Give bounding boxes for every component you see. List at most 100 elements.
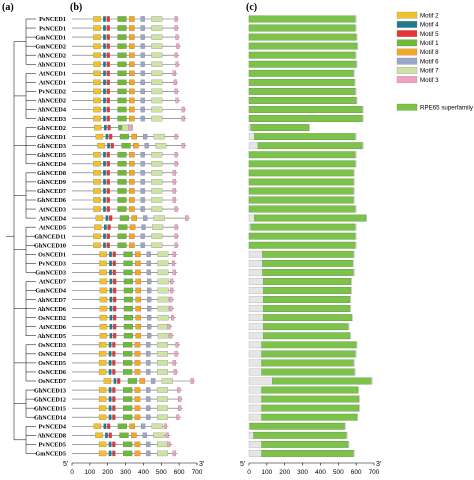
gene-label: PsNCED1 (39, 25, 66, 32)
motif-box (106, 152, 110, 158)
motif-box (108, 414, 112, 420)
rpe65-domain (248, 169, 354, 177)
motif-box (156, 450, 168, 457)
motif-box (117, 170, 127, 176)
motif-box (140, 61, 145, 67)
motif-box (93, 43, 101, 49)
motif-box (103, 378, 112, 384)
motif-box (129, 43, 135, 49)
motif-box (127, 378, 138, 384)
motif-box (129, 25, 135, 31)
motif-box (123, 314, 133, 321)
motif-box (143, 133, 148, 140)
motif-box (176, 43, 180, 49)
gene-label: AtNCED6 (39, 324, 66, 331)
motif-box (93, 97, 101, 104)
gene-label: AtNCED3 (39, 206, 66, 213)
motif-box (174, 133, 178, 140)
motif-box (109, 260, 112, 267)
motif-box (99, 296, 108, 303)
gene-label: OsNCED7 (38, 378, 66, 385)
panel-label-c: (c) (246, 2, 257, 13)
rpe65-domain (261, 413, 358, 421)
motif-box (129, 79, 135, 86)
motif-box (169, 305, 173, 312)
motif-box (157, 251, 169, 257)
motif-box (151, 115, 163, 122)
motif-box (99, 251, 107, 257)
gene-label: PsNCED1 (39, 16, 66, 23)
motif-box (165, 432, 169, 439)
motif-box (146, 441, 151, 448)
motif-box (190, 378, 194, 384)
motif-box (109, 133, 113, 140)
motif-box (103, 197, 106, 203)
gene-label: GhNCED7 (37, 188, 66, 195)
gene-label: GhNCED9 (37, 179, 66, 186)
motif-box (174, 25, 178, 31)
motif-box (131, 432, 137, 439)
rpe65-domain (261, 440, 349, 448)
gene-label: AhNCED7 (37, 297, 66, 304)
rpe65-domain (263, 296, 351, 303)
motif-box (117, 115, 127, 122)
motif-box (108, 396, 112, 402)
motif-box (151, 161, 163, 167)
motif-box (105, 432, 108, 439)
motif-box (185, 215, 189, 221)
motif-box (170, 287, 174, 294)
legend-swatch (396, 48, 418, 56)
motif-box (178, 396, 182, 402)
gene-label: AtNCED1 (39, 80, 66, 87)
motif-box (129, 206, 135, 212)
motif-box (140, 79, 145, 86)
legend-label: Motif 4 (420, 22, 439, 29)
motif-box (109, 314, 113, 321)
motif-box (174, 88, 178, 95)
motif-box (147, 296, 152, 303)
motif-box (123, 405, 133, 411)
motif-box (151, 43, 163, 49)
phylogenetic-tree (6, 18, 36, 454)
gene-label: AhNCED3 (37, 116, 66, 123)
motif-box (107, 224, 111, 230)
motif-box (144, 143, 149, 149)
motif-box (129, 34, 135, 40)
motif-box (98, 360, 107, 366)
motif-box (118, 224, 128, 230)
motif-box (99, 333, 108, 339)
motif-box (93, 242, 101, 248)
motif-box (98, 342, 107, 348)
motif-box (153, 133, 165, 140)
motif-box (109, 324, 113, 330)
motif-box (157, 314, 169, 321)
motif-box (123, 387, 133, 393)
motif-box (174, 233, 178, 239)
motif-box (109, 296, 113, 303)
motif-box (157, 324, 169, 330)
motif-box (117, 43, 127, 49)
motif-box (112, 351, 116, 357)
gene-label-column: PsNCED1 PsNCED1 GmNCED1 GmNCED2 AhNCED2 AhNCE… (34, 16, 66, 457)
motif-box (172, 179, 176, 185)
motif-box (135, 296, 142, 303)
motif-box (93, 233, 101, 239)
motif-box (142, 432, 147, 439)
motif-box (151, 242, 163, 248)
motif-box (95, 133, 104, 140)
legend-label: Motif 5 (420, 31, 439, 38)
motif-box (113, 305, 117, 312)
gene-label: AhNCED5 (37, 333, 66, 340)
gene-label: GhNCED10 (34, 242, 66, 249)
motif-box (108, 387, 112, 393)
motif-box (93, 34, 101, 40)
motif-box (140, 206, 145, 212)
motif-box (106, 61, 110, 67)
motif-box (113, 278, 117, 285)
gene-label: GmNCED5 (35, 451, 66, 458)
rpe65-domain (263, 314, 352, 322)
motif-box (140, 43, 145, 49)
rpe65-domain (248, 60, 357, 68)
rpe65-domain (254, 214, 367, 222)
motif-box (103, 170, 106, 176)
